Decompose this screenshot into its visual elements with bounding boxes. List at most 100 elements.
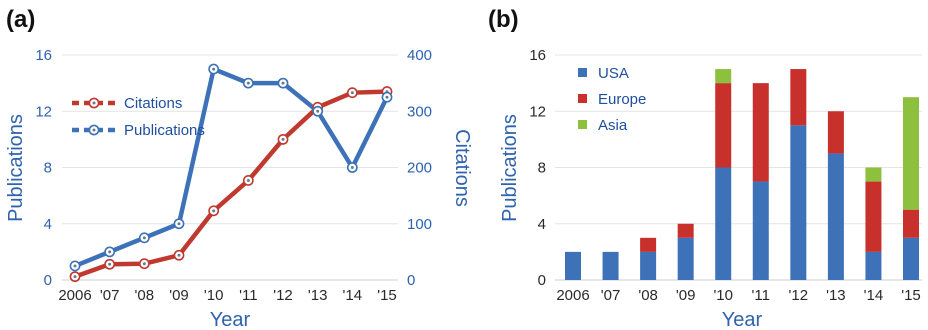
panel-b-x-tick-label: '09	[676, 287, 696, 304]
panel-a-data-point-center-1	[142, 236, 146, 240]
panel-a-legend-entry-0: Citations	[124, 95, 182, 112]
panel-a-legend-marker-center-1	[92, 128, 96, 132]
panel-a-data-point-center-1	[212, 67, 216, 71]
panel-a-y-tick-label: 0	[44, 272, 52, 289]
panel-b-bar-usa-4	[715, 167, 732, 280]
panel-b-x-tick-label: '11	[752, 287, 770, 304]
panel-a-data-point-center-1	[108, 250, 112, 254]
panel-a-data-point-center-1	[73, 264, 77, 268]
panel-a-y-tick-label: 4	[44, 216, 52, 233]
panel-a-data-point-center-0	[73, 275, 77, 279]
panel-a-x-tick-label: '08	[135, 287, 155, 304]
panel-b-bar-usa-1	[602, 251, 619, 280]
panel-a-x-tick-label: '15	[377, 287, 397, 304]
panel-b-bar-asia-8	[865, 167, 882, 182]
panel-b-legend-entry-0: USA	[598, 65, 629, 82]
panel-b-bar-europe-5	[752, 83, 769, 182]
panel-b-x-tick-label: '10	[713, 287, 733, 304]
panel-b-y-tick-label: 0	[538, 272, 546, 289]
panel-b-bar-usa-0	[565, 251, 581, 280]
panel-b-legend: USA Europe Asia	[578, 65, 646, 134]
panel-b-x-tick-label: '08	[638, 287, 658, 304]
panel-a-series-line-1	[72, 66, 390, 269]
panel-b-bars	[565, 69, 919, 280]
panel-a-data-point-center-0	[350, 91, 354, 95]
panel-a-x-tick-label: '10	[204, 287, 224, 304]
panel-a-x-tick-label: '09	[169, 287, 189, 304]
panel-b-bar-europe-2	[640, 237, 657, 252]
panel-a-line-chart: (a) 0 4 8 12 16 0 100 200 300 400 2006 '07 '08 '09 '10…	[5, 6, 473, 330]
panel-a-legend: Citations Publications	[72, 95, 205, 139]
panel-b-bar-europe-6	[790, 69, 807, 126]
panel-a-x-tick-label: '14	[343, 287, 363, 304]
panel-a-x-tick-label: '07	[100, 287, 120, 304]
panel-a-series	[69, 63, 393, 283]
panel-a-x-axis-title: Year	[210, 309, 251, 330]
panel-b-x-tick-label: '15	[901, 287, 921, 304]
panel-a-data-point-center-1	[177, 222, 181, 226]
panel-b-bar-asia-9	[903, 97, 919, 210]
panel-a-data-point-center-1	[281, 81, 285, 85]
panel-b-legend-entry-1: Europe	[598, 91, 646, 108]
panel-b-y-axis-title: Publications	[499, 114, 521, 222]
panel-a-data-point-center-0	[108, 262, 112, 266]
panel-a-y2-tick-label: 200	[407, 160, 432, 177]
panel-b-bar-usa-8	[865, 251, 882, 280]
panel-b-ticks: 0 4 8 12 16 2006 '07 '08 '09 '10 '11 '12 '13 '14 '15	[529, 47, 920, 304]
panel-a-y2-tick-label: 100	[407, 216, 432, 233]
panel-b-x-axis-title: Year	[722, 309, 763, 330]
panel-b-bar-usa-6	[790, 125, 807, 280]
panel-a-data-point-center-0	[177, 253, 181, 257]
panel-b-bar-usa-9	[903, 237, 919, 280]
panel-b-bar-europe-7	[827, 111, 844, 154]
panel-b-bar-usa-2	[640, 251, 657, 280]
panel-a-data-point-center-0	[281, 137, 285, 141]
panel-b-bar-usa-5	[752, 181, 769, 280]
panel-a-series-line-0	[72, 89, 390, 279]
panel-a-y2-tick-label: 0	[407, 272, 415, 289]
panel-b-x-tick-label: '07	[601, 287, 621, 304]
panel-a-y-axis-title: Publications	[5, 114, 27, 222]
panel-a-data-point-center-1	[246, 81, 250, 85]
panel-a-data-point-center-0	[142, 262, 146, 266]
panel-a-data-point-center-1	[385, 95, 389, 99]
panel-b-y-tick-label: 8	[538, 160, 546, 177]
panel-b-bar-asia-4	[715, 69, 732, 84]
panel-a-ticks: 0 4 8 12 16 0 100 200 300 400 2006 '07 '08 '09 '10 '11 '…	[35, 47, 432, 304]
panel-a-y2-tick-label: 300	[407, 103, 432, 120]
panel-b-legend-entry-2: Asia	[598, 117, 628, 134]
panel-a-y-tick-label: 8	[44, 160, 52, 177]
panel-b-bar-europe-9	[903, 209, 919, 238]
panel-b-x-tick-label: '13	[826, 287, 846, 304]
panel-b-bar-usa-3	[677, 237, 694, 280]
panel-a-data-point-center-1	[350, 166, 354, 169]
panel-b-bar-europe-4	[715, 83, 732, 168]
panel-a-y-tick-label: 12	[35, 103, 52, 120]
panel-a-legend-marker-center-0	[92, 101, 96, 105]
panel-a-x-tick-label: 2006	[58, 287, 91, 304]
panel-a-x-tick-label: '12	[273, 287, 293, 304]
panel-b-x-tick-label: '14	[864, 287, 884, 304]
panel-a-y2-axis-title: Citations	[451, 129, 473, 207]
panel-b-label: (b)	[488, 6, 519, 33]
panel-a-label: (a)	[6, 6, 35, 33]
panel-b-y-tick-label: 4	[538, 216, 546, 233]
panel-a-data-point-center-1	[316, 109, 320, 113]
panel-b-bar-usa-7	[827, 153, 844, 280]
panel-b-x-tick-label: '12	[789, 287, 809, 304]
panel-b-legend-swatch-1	[578, 94, 587, 103]
panel-b-x-tick-label: 2006	[556, 287, 589, 304]
panel-a-data-point-center-0	[246, 178, 250, 182]
panel-b-bar-europe-8	[865, 181, 882, 252]
panel-b-legend-swatch-2	[578, 120, 587, 129]
panel-a-x-tick-label: '11	[239, 287, 257, 304]
panel-b-y-tick-label: 16	[529, 47, 546, 64]
panel-b-legend-swatch-0	[578, 68, 587, 77]
panel-a-gridlines	[62, 54, 398, 281]
panel-b-y-tick-label: 12	[529, 103, 546, 120]
panel-a-y2-tick-label: 400	[407, 47, 432, 64]
panel-a-y-tick-label: 16	[35, 47, 52, 64]
panel-b-bar-europe-3	[677, 223, 694, 238]
panel-a-x-tick-label: '13	[308, 287, 328, 304]
